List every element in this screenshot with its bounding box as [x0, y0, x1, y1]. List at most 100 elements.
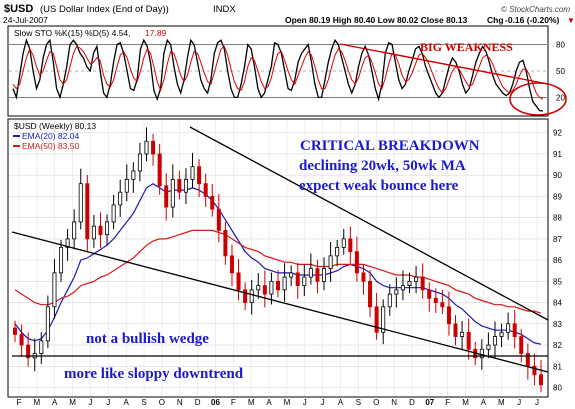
x-tick-label: J [517, 398, 521, 407]
price-bar [499, 323, 504, 347]
x-tick-label: O [159, 398, 165, 407]
price-bar [295, 262, 300, 299]
price-bar [91, 214, 96, 248]
x-tick-label: M [462, 398, 469, 407]
stochastic-panel: 20 50 80 Slow STO %K(15) %D(5) 4.54, 17.89… [7, 25, 567, 117]
price-bar [302, 264, 307, 297]
price-bar [486, 332, 491, 359]
price-bar [427, 282, 432, 312]
price-bar [98, 212, 103, 249]
x-tick-label: S [141, 398, 146, 407]
price-bar [256, 273, 261, 299]
critical-breakdown-annotation: CRITICAL BREAKDOWN [300, 138, 480, 154]
price-bar [361, 264, 366, 295]
x-axis-tick-labels: F M A M J J A S O N D 06 F M A M J J A S O N D 07 F M A M J J [17, 398, 539, 407]
x-tick-label: J [106, 398, 110, 407]
big-weakness-annotation: BIG WEAKNESS [420, 40, 513, 54]
price-bar [460, 321, 465, 350]
price-tick-label: 86 [553, 256, 562, 265]
ema50-legend: EMA(50) 83.50 [22, 141, 79, 151]
weak-bounce-annotation: expect weak bounce here [299, 178, 459, 194]
stochastic-lines [12, 38, 544, 112]
price-bar [197, 159, 202, 198]
price-bar [52, 259, 57, 319]
x-tick-label: J [88, 398, 92, 407]
price-bar [111, 194, 116, 230]
price-tick-label: 87 [553, 235, 562, 244]
lower-trendline [11, 231, 549, 373]
price-bar [78, 168, 83, 230]
x-tick-label: J [535, 398, 539, 407]
price-bar [59, 239, 64, 282]
price-bar [506, 312, 511, 340]
price-bar [315, 259, 320, 294]
price-panel: 80 81 82 83 84 85 86 87 88 89 90 91 92 F M A M J J A S O N D 06… [7, 118, 562, 407]
price-bar [381, 299, 386, 345]
price-bar [368, 270, 373, 318]
chg-label: Chg [487, 15, 504, 25]
symbol-label: $USD [4, 3, 33, 15]
price-bar [433, 288, 438, 313]
x-tick-label: A [124, 398, 130, 407]
chg-down-arrow-icon: ▼ [567, 16, 575, 25]
price-bar [151, 133, 156, 166]
x-tick-label: M [284, 398, 291, 407]
ema50-line [14, 229, 542, 314]
price-bar [387, 284, 392, 316]
price-bar [262, 270, 267, 308]
price-bar [420, 263, 425, 299]
price-bar [177, 170, 182, 200]
stochastic-tick-labels: 20 50 80 [556, 41, 565, 103]
price-bar [414, 265, 419, 294]
x-tick-label: M [498, 398, 505, 407]
price-tick-label: 91 [553, 150, 562, 159]
price-bar [164, 173, 169, 221]
price-bar [374, 293, 379, 340]
price-bar [335, 239, 340, 267]
price-tick-label: 80 [553, 384, 562, 393]
x-tick-label: 06 [211, 398, 220, 407]
x-tick-label: J [321, 398, 325, 407]
price-tick-label: 88 [553, 214, 562, 223]
price-bar [190, 152, 195, 189]
price-frame [7, 118, 549, 398]
stochastic-legend: Slow STO %K(15) %D(5) 4.54, [14, 28, 131, 38]
x-tick-label: O [373, 398, 379, 407]
price-tick-label: 92 [553, 129, 562, 138]
price-bar [400, 270, 405, 301]
price-bar [275, 270, 280, 298]
x-tick-label: A [481, 398, 487, 407]
x-tick-label: A [338, 398, 344, 407]
price-bar [144, 127, 149, 162]
price-bar [12, 320, 17, 342]
price-bar [203, 173, 208, 207]
price-bar [453, 315, 458, 346]
price-bar [216, 194, 221, 243]
price-bar [170, 164, 175, 218]
price-bar [19, 324, 24, 357]
watermark: © StockCharts.com [501, 5, 570, 14]
x-tick-label: J [303, 398, 307, 407]
price-tick-label: 84 [553, 299, 562, 308]
x-tick-label: M [34, 398, 41, 407]
price-bar [466, 318, 471, 360]
price-bar [45, 295, 50, 349]
x-tick-label: S [356, 398, 361, 407]
price-bar [348, 226, 353, 264]
price-legend: $USD (Weekly) 80.13 [14, 121, 96, 131]
price-bar [105, 214, 110, 246]
stochastic-frame [7, 25, 549, 117]
price-bar [131, 162, 136, 193]
declining-ma-annotation: declining 20wk, 50wk MA [299, 158, 466, 174]
x-tick-label: A [266, 398, 272, 407]
price-bar [492, 321, 497, 359]
x-tick-label: D [409, 398, 415, 407]
x-tick-label: D [195, 398, 201, 407]
stochastic-k-line [12, 38, 544, 112]
price-bar [223, 221, 228, 265]
price-bar [308, 253, 313, 285]
price-tick-label: 89 [553, 192, 562, 201]
price-tick-labels: 80 81 82 83 84 85 86 87 88 89 90 91 92 [553, 129, 562, 393]
price-bar [519, 329, 524, 363]
